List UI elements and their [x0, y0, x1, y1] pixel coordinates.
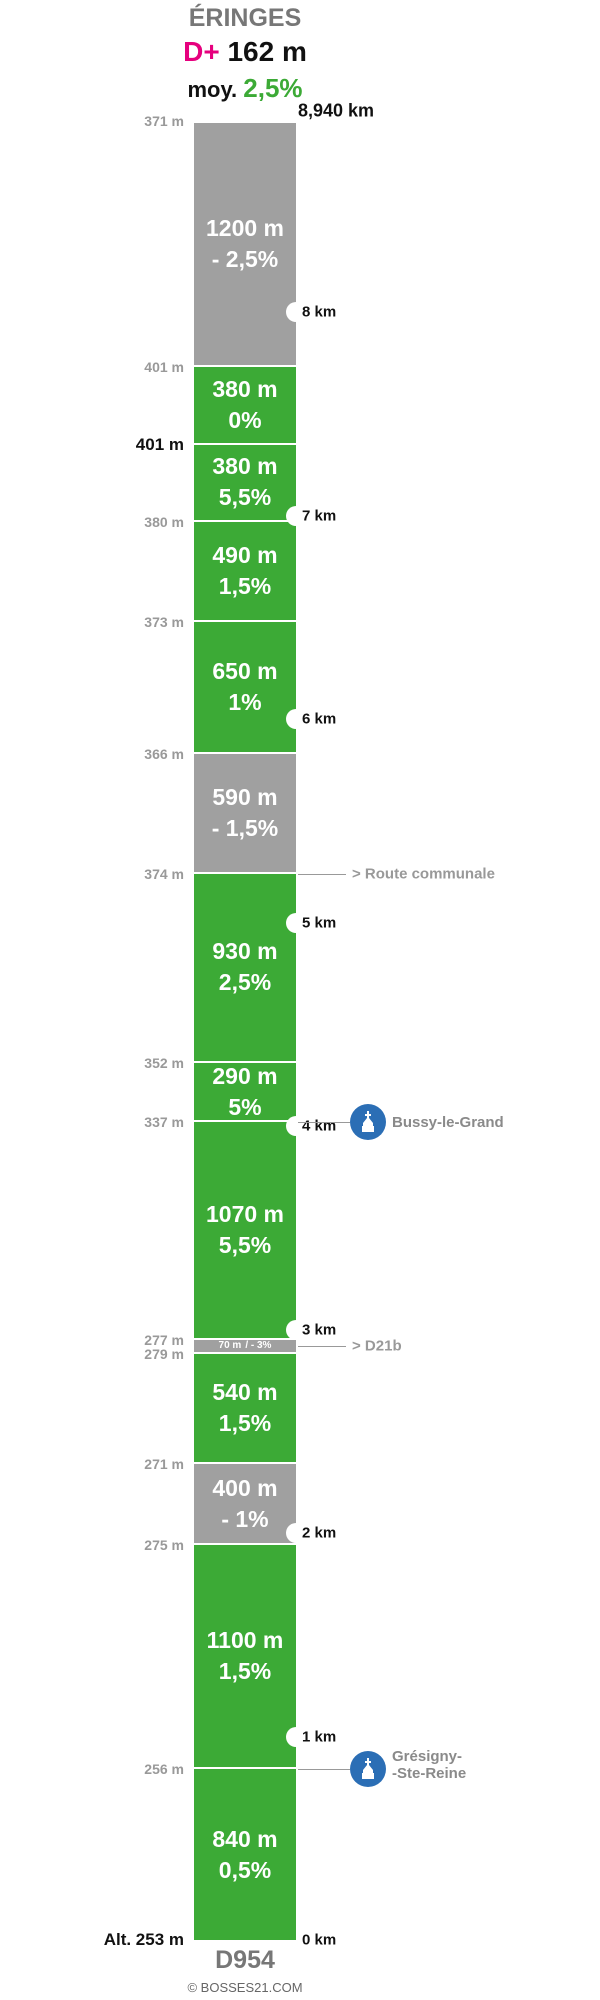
- segment-grade: 1%: [228, 688, 262, 715]
- segment-grade: - 2,5%: [211, 246, 279, 273]
- altitude-label: Alt. 253 m: [103, 1930, 184, 1949]
- credit: © BOSSES21.COM: [187, 1980, 303, 1995]
- segment-length: 840 m: [212, 1825, 278, 1852]
- km-notch: [286, 1116, 306, 1137]
- km-marker: 2 km: [302, 1524, 337, 1542]
- km-marker: 7 km: [302, 507, 337, 525]
- km-marker: 5 km: [302, 914, 337, 932]
- segment-length: 1100 m: [206, 1627, 284, 1654]
- profile-segment: 1200 m - 2,5%: [194, 123, 296, 368]
- segment-grade: 0,5%: [218, 1856, 272, 1883]
- km-notch: [286, 505, 306, 526]
- altitude-label: 256 m: [144, 1761, 184, 1778]
- altitude-label: 401 m: [135, 434, 184, 454]
- profile-segment: 1100 m 1,5%: [194, 1545, 296, 1770]
- segment-grade: 5,5%: [218, 484, 272, 511]
- profile-segment: 290 m 5%: [194, 1062, 296, 1123]
- segment-grade: 1,5%: [218, 572, 272, 599]
- profile-segment: 1070 m 5,5%: [194, 1122, 296, 1340]
- segment-length: 290 m: [212, 1062, 278, 1089]
- altitude-label: 371 m: [144, 113, 184, 129]
- segment-length: 380 m: [212, 453, 278, 480]
- info-line: [298, 1345, 346, 1347]
- profile-segment: 400 m - 1%: [194, 1463, 296, 1546]
- km-notch: [286, 1319, 306, 1340]
- km-notch: [286, 709, 306, 730]
- km-marker: 4 km: [302, 1117, 337, 1135]
- profile-segment: 840 m 0,5%: [194, 1769, 296, 1940]
- profile-segment: 540 m 1,5%: [194, 1354, 296, 1464]
- profile-segment: 490 m 1,5%: [194, 521, 296, 622]
- km-marker: 1 km: [302, 1728, 337, 1746]
- profile-segment: 380 m 5,5%: [194, 444, 296, 522]
- road-info: > D21b: [352, 1337, 402, 1355]
- segment-length: 400 m: [212, 1474, 278, 1501]
- segment-grade: 2,5%: [218, 969, 272, 996]
- altitude-label: 374 m: [144, 865, 184, 882]
- village-name: Grésigny- -Ste-Reine: [392, 1748, 466, 1782]
- segment-grade: 1,5%: [218, 1658, 272, 1685]
- altitude-label: 337 m: [144, 1114, 184, 1131]
- profile-segment: 590 m - 1,5%: [194, 753, 296, 874]
- average-grade: moy. 2,5%: [0, 73, 490, 104]
- segment-grade: - 1%: [221, 1505, 269, 1532]
- segment-grade: 1,5%: [218, 1409, 272, 1436]
- church-icon: [350, 1104, 386, 1141]
- info-line: [298, 1769, 350, 1771]
- profile-segment: 930 m 2,5%: [194, 873, 296, 1064]
- km-marker: 8 km: [302, 303, 337, 321]
- segment-length: 650 m: [212, 657, 278, 684]
- km-notch: [286, 302, 306, 323]
- altitude-label: 373 m: [144, 613, 184, 630]
- km-marker: 6 km: [302, 710, 337, 728]
- segment-length: 490 m: [212, 541, 278, 568]
- info-line: [298, 1122, 350, 1124]
- village-name-line: Bussy-le-Grand: [392, 1113, 504, 1131]
- profile-column: 840 m 0,5% 1100 m 1,5% 400 m - 1% 540 m 1,5% 70 …: [194, 121, 296, 1940]
- segment-grade: - 1,5%: [211, 814, 279, 841]
- segment-length: 930 m: [212, 938, 278, 965]
- segment-length: 540 m: [212, 1378, 278, 1405]
- average-grade-value: 2,5%: [243, 73, 303, 103]
- segment-grade: 0%: [228, 406, 262, 433]
- altitude-label: 271 m: [144, 1455, 184, 1472]
- altitude-label: 380 m: [144, 513, 184, 530]
- altitude-label: 352 m: [144, 1055, 184, 1072]
- segment-length: 70 m: [218, 1339, 242, 1351]
- segment-grade: 5%: [228, 1093, 262, 1120]
- road-label: D954: [215, 1946, 275, 1974]
- profile-segment: 70 m / - 3%: [194, 1339, 296, 1354]
- info-line: [298, 873, 346, 875]
- segment-grade: / - 3%: [245, 1339, 272, 1351]
- village-name-line: Grésigny-: [392, 1748, 463, 1766]
- altitude-label: 275 m: [144, 1537, 184, 1554]
- elevation-gain-label: D+: [183, 36, 220, 67]
- km-notch: [286, 1523, 306, 1544]
- segment-length: 1200 m: [205, 215, 284, 242]
- km-notch: [286, 1726, 306, 1747]
- altitude-label: 401 m: [144, 359, 184, 376]
- km-marker: 0 km: [302, 1931, 337, 1949]
- segment-length: 380 m: [212, 375, 278, 402]
- profile-segment: 650 m 1%: [194, 621, 296, 754]
- elevation-gain-value: 162 m: [227, 36, 307, 67]
- village-name: Bussy-le-Grand: [392, 1114, 504, 1131]
- village-name-line: -Ste-Reine: [392, 1765, 467, 1783]
- road-info: > Route communale: [352, 865, 495, 883]
- km-notch: [286, 912, 306, 933]
- segment-length: 590 m: [212, 783, 278, 810]
- elevation-gain: D+ 162 m: [0, 36, 490, 68]
- km-marker: 3 km: [302, 1321, 337, 1339]
- climb-title: ÉRINGES: [188, 4, 302, 32]
- segment-grade: 5,5%: [218, 1231, 272, 1258]
- segment-length: 1070 m: [205, 1200, 284, 1227]
- church-icon: [350, 1751, 386, 1788]
- altitude-label: 366 m: [144, 745, 184, 762]
- average-grade-label: moy.: [187, 77, 238, 102]
- profile-segment: 380 m 0%: [194, 367, 296, 445]
- altitude-label: 279 m: [144, 1346, 184, 1362]
- total-distance: 8,940 km: [298, 100, 375, 121]
- altitude-label: 277 m: [144, 1331, 184, 1348]
